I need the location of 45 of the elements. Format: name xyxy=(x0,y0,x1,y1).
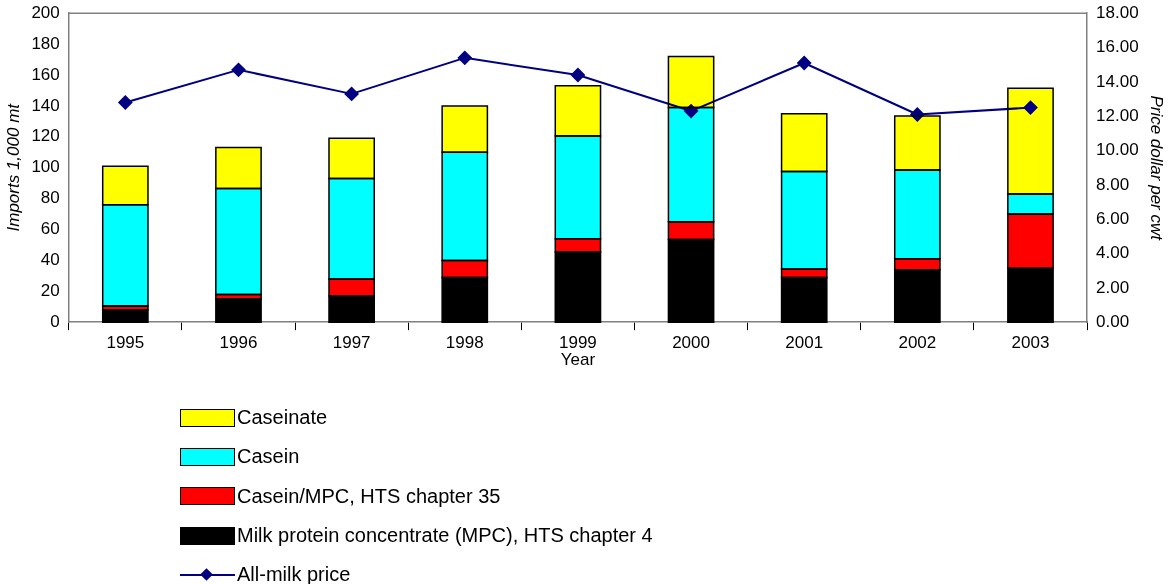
x-tick-label: 2001 xyxy=(785,333,824,353)
x-tick-label: 1995 xyxy=(106,333,145,353)
y2-axis-title: Price dollar per cwt xyxy=(1147,95,1167,242)
x-tick-label: 1996 xyxy=(219,333,258,353)
y-tick-label: 160 xyxy=(31,64,60,84)
legend-label: Caseinate xyxy=(237,406,328,430)
y2-tick-label: 16.00 xyxy=(1096,37,1139,57)
y-tick-label: 40 xyxy=(40,250,60,270)
x-tick-label: 2003 xyxy=(1011,333,1050,353)
y2-tick-label: 14.00 xyxy=(1096,71,1139,91)
point xyxy=(1023,100,1038,115)
y2-tick-label: 12.00 xyxy=(1096,105,1139,125)
y-axis-title: Imports 1,000 mt xyxy=(3,102,23,232)
x-tick-label: 1998 xyxy=(445,333,484,353)
x-tick-label: 2002 xyxy=(898,333,937,353)
point xyxy=(684,104,699,119)
y-tick-label: 80 xyxy=(40,188,60,208)
y2-tick-label: 2.00 xyxy=(1096,277,1130,297)
point xyxy=(231,62,246,77)
x-axis-title: Year xyxy=(560,350,596,370)
x-tick-label: 1997 xyxy=(332,333,371,353)
legend-label: Casein xyxy=(237,445,300,469)
point xyxy=(457,50,472,65)
y-tick-label: 200 xyxy=(31,2,60,22)
y2-tick-label: 8.00 xyxy=(1096,174,1130,194)
point xyxy=(118,95,133,110)
x-tick-label: 2000 xyxy=(672,333,710,353)
legend-label: Milk protein concentrate (MPC), HTS chapter 4 xyxy=(237,524,653,548)
y2-tick-label: 4.00 xyxy=(1096,243,1130,263)
y-tick-label: 20 xyxy=(40,280,60,300)
y-tick-label: 140 xyxy=(31,95,60,115)
y2-tick-label: 18.00 xyxy=(1096,2,1139,22)
y2-tick-label: 10.00 xyxy=(1096,140,1139,160)
y-tick-label: 0 xyxy=(50,311,60,331)
x-tick-label: 1999 xyxy=(559,333,597,353)
y-tick-label: 60 xyxy=(40,219,60,239)
y2-tick-label: 6.00 xyxy=(1096,208,1130,228)
point xyxy=(797,55,812,70)
y-tick-label: 120 xyxy=(31,126,60,146)
legend-label: Casein/MPC, HTS chapter 35 xyxy=(237,484,501,508)
point xyxy=(570,68,585,82)
y-tick-label: 100 xyxy=(31,157,60,177)
point xyxy=(344,86,359,101)
y-tick-label: 180 xyxy=(31,33,60,53)
y2-tick-label: 0.00 xyxy=(1096,311,1130,331)
